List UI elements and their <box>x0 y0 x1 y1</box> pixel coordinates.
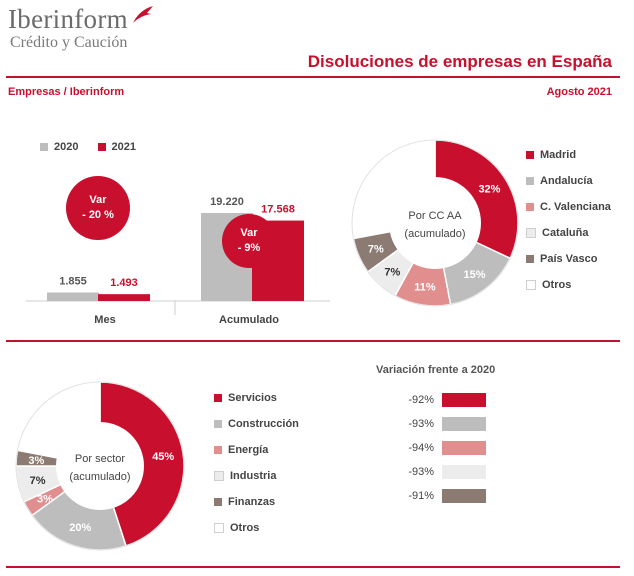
variation-value: -92% <box>408 394 434 406</box>
variation-bar <box>442 489 486 503</box>
bar-legend: 2020 2021 <box>40 141 136 153</box>
legend-swatch <box>214 420 222 428</box>
variation-row: -93% <box>380 460 486 484</box>
variation-table-title: Variación frente a 2020 <box>376 364 496 376</box>
legend-item-otros: Otros <box>214 515 299 541</box>
legend-item-pa-s-vasco: País Vasco <box>526 246 611 272</box>
variation-bar <box>442 441 486 455</box>
legend-item-c-valenciana: C. Valenciana <box>526 194 611 220</box>
date-label: Agosto 2021 <box>546 86 612 98</box>
legend-label: Energía <box>228 444 269 456</box>
variation-bar <box>442 393 486 407</box>
legend-label: C. Valenciana <box>540 201 611 213</box>
x-tick-acumulado: Acumulado <box>219 314 279 326</box>
variation-value: -93% <box>408 466 434 478</box>
legend-swatch <box>214 498 222 506</box>
source-label: Empresas / Iberinform <box>8 86 125 98</box>
legend-swatch <box>214 446 222 454</box>
variation-row: -93% <box>380 412 486 436</box>
legend-label: Industria <box>230 470 277 482</box>
pie-outline <box>15 381 185 551</box>
variation-bar <box>442 465 486 479</box>
legend-item-energ-a: Energía <box>214 437 299 463</box>
legend-swatch <box>526 280 536 290</box>
variation-value: -91% <box>408 490 434 502</box>
legend-item-servicios: Servicios <box>214 385 299 411</box>
pie-slice-label: 3% <box>37 494 53 506</box>
legend-swatch <box>526 203 534 211</box>
pie-outline <box>351 139 519 307</box>
pie-legend-sector: Servicios Construcción Energía Industria Fin… <box>214 385 299 541</box>
legend-item-industria: Industria <box>214 463 299 489</box>
bar-2020-mes <box>47 292 99 301</box>
pie-slice-label: 11% <box>414 282 436 294</box>
bar-value-label: 19.220 <box>210 196 244 208</box>
bar-value-label: 1.855 <box>59 276 87 288</box>
pie-hole <box>56 422 144 510</box>
pie-chart-sector: 45% 20% 3% 7% 3% Por sector (acumulado) <box>15 381 185 551</box>
bar-chart: 1.855 1.493 19.220 17.568 <box>26 196 330 315</box>
legend-swatch <box>526 151 534 159</box>
legend-swatch <box>214 394 222 402</box>
variation-bubble-mes: Var - 20 % <box>66 176 130 240</box>
legend-item-2020: 2020 <box>40 141 78 153</box>
pie-slice-label: 7% <box>30 475 46 487</box>
variation-value: -94% <box>408 442 434 454</box>
pie-slice-label: 3% <box>28 455 44 467</box>
legend-label: Finanzas <box>228 496 276 508</box>
legend-swatch <box>526 228 536 238</box>
pie-center-label: Por sector <box>75 453 125 465</box>
pie-chart-ccaa: 32% 15% 11% 7%7% Por CC AA (acumulado) <box>351 139 519 307</box>
variation-bubble-acumulado: Var - 9% <box>222 214 276 268</box>
legend-item-madrid: Madrid <box>526 142 611 168</box>
section-divider <box>6 340 620 342</box>
pie-hole <box>389 177 481 269</box>
legend-item-finanzas: Finanzas <box>214 489 299 515</box>
pie-center-label: (acumulado) <box>69 471 130 483</box>
legend-item-construcci-n: Construcción <box>214 411 299 437</box>
pie-slice-label: 20% <box>69 522 91 534</box>
legend-swatch <box>214 523 224 533</box>
x-tick-mes: Mes <box>94 314 116 326</box>
legend-item-catalu-a: Cataluña <box>526 220 611 246</box>
legend-item-otros: Otros <box>526 272 611 298</box>
legend-label: Cataluña <box>542 227 589 239</box>
legend-label: Madrid <box>540 149 577 161</box>
variation-row: -94% <box>380 436 486 460</box>
variation-bar <box>442 417 486 431</box>
pie-center-label: Por CC AA <box>408 210 462 222</box>
header-divider <box>6 76 620 78</box>
bar-value-label: 17.568 <box>261 204 295 216</box>
pie-center-label: (acumulado) <box>404 228 465 240</box>
legend-label: Otros <box>542 279 572 291</box>
legend-label: Otros <box>230 522 260 534</box>
legend-label: Servicios <box>228 392 277 404</box>
bar-2021-mes <box>98 294 150 301</box>
variation-row: -91% <box>380 484 486 508</box>
legend-item-2021: 2021 <box>97 141 136 153</box>
pie-slice-label: 7% <box>368 244 384 256</box>
legend-label: Construcción <box>228 418 299 430</box>
legend-item-andaluc-a: Andalucía <box>526 168 611 194</box>
logo-swoosh-icon <box>133 6 153 23</box>
pie-slice-label: 7% <box>384 266 400 278</box>
variation-value: -93% <box>408 418 434 430</box>
variation-row: -92% <box>380 388 486 412</box>
pie-slice-label: 45% <box>152 451 174 463</box>
legend-swatch <box>526 255 534 263</box>
pie-legend-ccaa: Madrid Andalucía C. Valenciana Cataluña País… <box>526 142 611 298</box>
legend-swatch <box>214 471 224 481</box>
logo-subtitle: Crédito y Caución <box>10 34 128 51</box>
page-title: Disoluciones de empresas en España <box>307 52 612 71</box>
pie-slice-label: 15% <box>464 269 486 281</box>
legend-label: País Vasco <box>540 253 598 265</box>
legend-label: Andalucía <box>540 175 593 187</box>
footer-divider <box>6 566 620 568</box>
variation-table: -92% -93% -94% -93% -91% <box>380 388 486 508</box>
bar-value-label: 1.493 <box>110 277 138 289</box>
legend-swatch <box>526 177 534 185</box>
pie-slice-label: 32% <box>478 183 500 195</box>
logo-name: Iberinform <box>8 4 128 34</box>
